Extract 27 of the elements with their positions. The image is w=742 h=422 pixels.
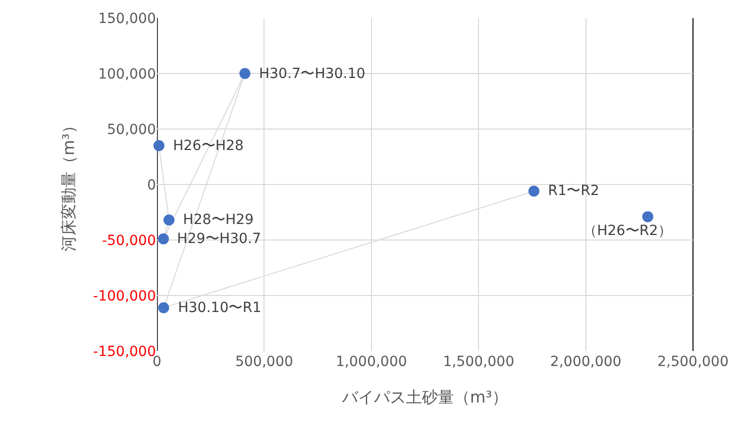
annotation: H30.7〜H30.10 bbox=[259, 66, 366, 82]
point bbox=[239, 68, 250, 79]
annotation: H28〜H29 bbox=[183, 212, 254, 228]
annotation: H29〜H30.7 bbox=[177, 231, 262, 247]
x-tick-label: 1,500,000 bbox=[442, 354, 514, 370]
point bbox=[164, 214, 175, 226]
point bbox=[528, 186, 540, 197]
annotation: H30.10〜R1 bbox=[178, 300, 262, 316]
point bbox=[153, 140, 164, 152]
x-tick-label: 2,500,000 bbox=[657, 354, 729, 370]
annotation: （H26〜R2） bbox=[583, 223, 672, 239]
y-tick-label: 50,000 bbox=[107, 122, 156, 138]
x-tick-label: 1,000,000 bbox=[336, 354, 408, 370]
point bbox=[158, 302, 170, 314]
y-axis-title: 河床変動量（m³） bbox=[58, 118, 78, 252]
x-tick-label: 2,000,000 bbox=[550, 354, 622, 370]
x-axis-title: バイパス土砂量（m³） bbox=[341, 388, 508, 407]
annotation: R1〜R2 bbox=[548, 183, 600, 199]
y-tick-label: 100,000 bbox=[98, 66, 156, 82]
x-tick-label: 500,000 bbox=[235, 354, 294, 370]
annotation: H26〜H28 bbox=[173, 138, 244, 154]
y-tick-label: -100,000 bbox=[93, 288, 156, 304]
point bbox=[642, 211, 654, 222]
y-tick-label: 0 bbox=[147, 177, 156, 194]
y-tick-label: 150,000 bbox=[98, 10, 156, 27]
point bbox=[158, 233, 169, 244]
y-tick-label: -50,000 bbox=[102, 232, 156, 249]
